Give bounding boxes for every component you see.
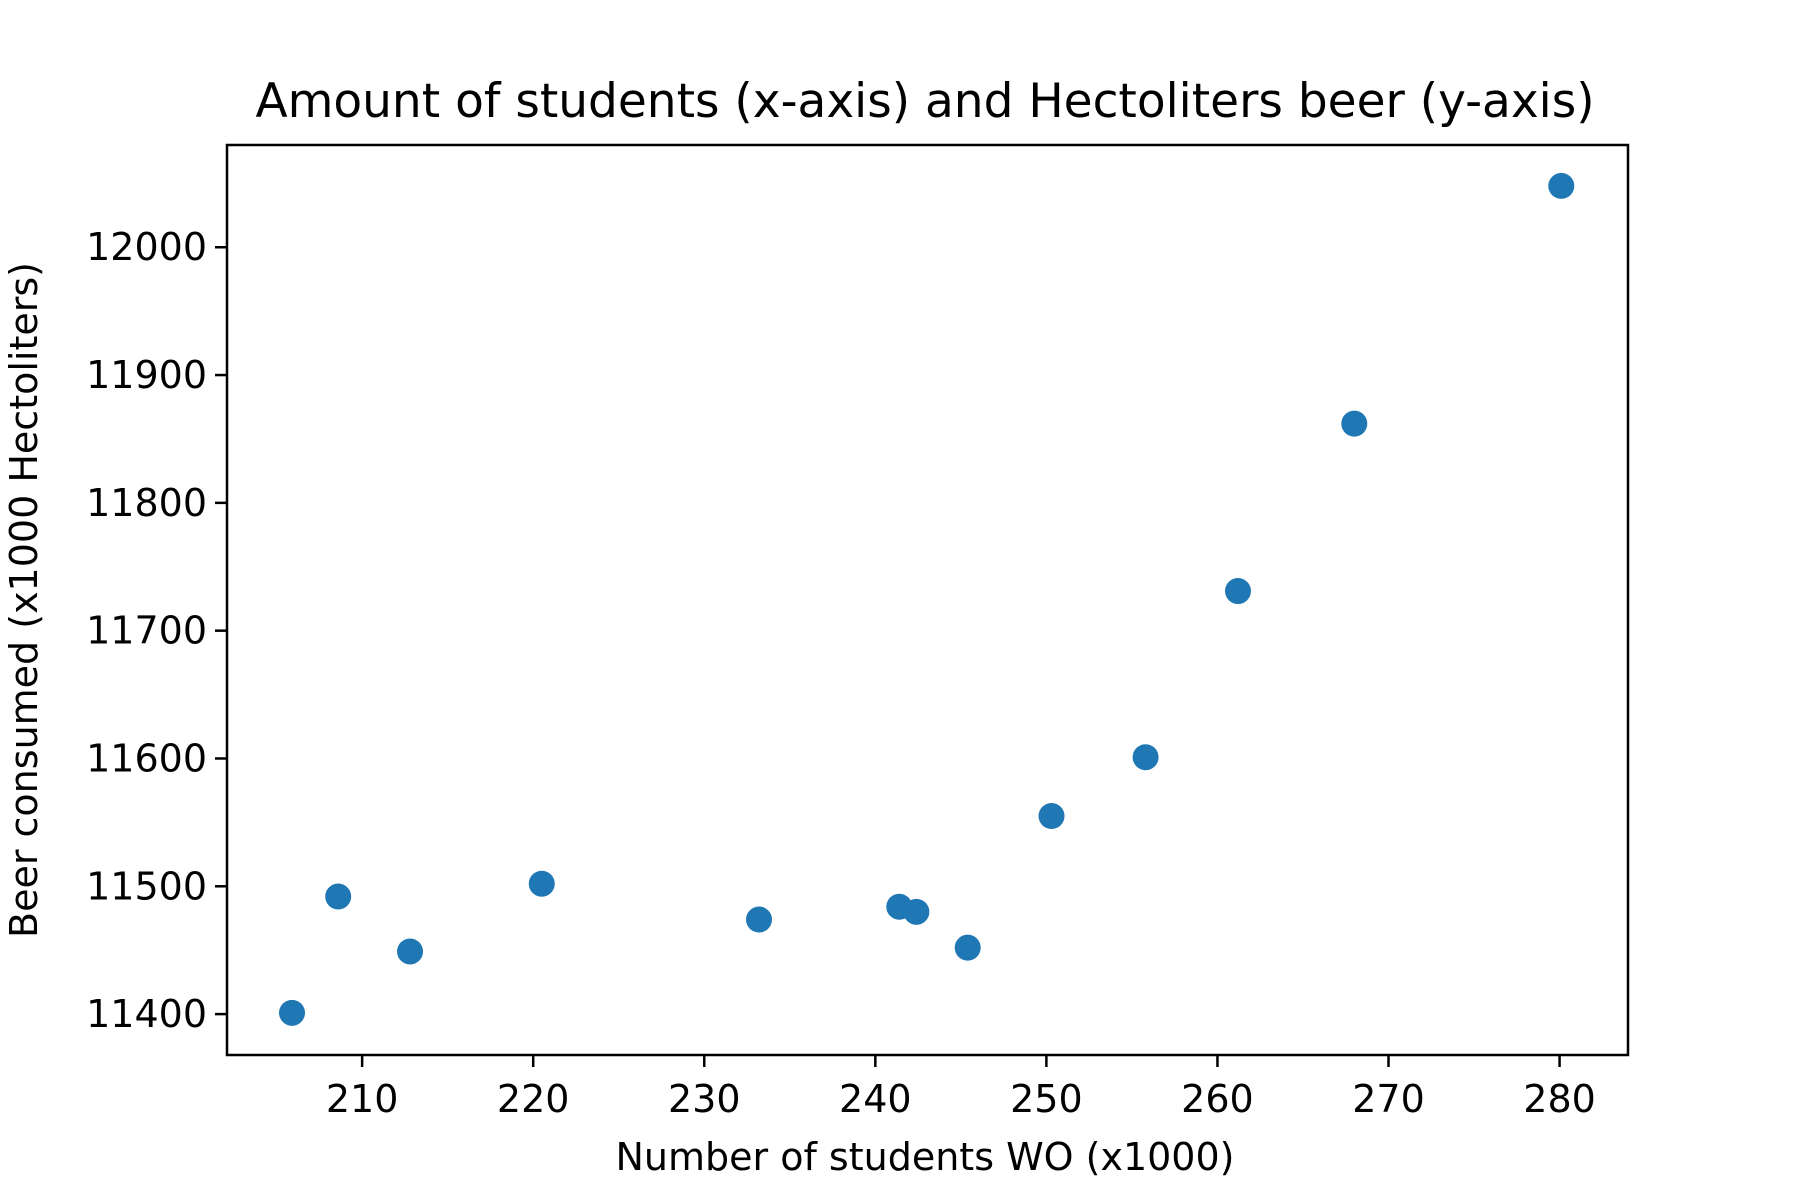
plot-area-frame [225,143,1630,1057]
x-tick-label: 250 [1010,1077,1083,1121]
x-axis-label: Number of students WO (x1000) [616,1135,1235,1179]
scatter-point [397,938,424,965]
x-tick-label: 220 [497,1077,570,1121]
scatter-point [1038,802,1065,829]
y-tick-label: 11400 [86,992,207,1036]
x-tick-label: 240 [839,1077,912,1121]
y-tick-label: 11900 [86,353,207,397]
x-tick-label: 210 [326,1077,399,1121]
y-axis-label: Beer consumed (x1000 Hectoliters) [2,262,46,938]
scatter-point [325,883,352,910]
y-tick-label: 11500 [86,864,207,908]
y-tick-label: 11800 [86,481,207,525]
y-tick-label: 11700 [86,609,207,653]
chart-title: Amount of students (x-axis) and Hectolit… [255,74,1594,129]
scatter-point [528,870,555,897]
scatter-point [279,999,306,1026]
scatter-point [1132,744,1159,771]
y-tick-label: 12000 [86,225,207,269]
x-tick-label: 260 [1181,1077,1254,1121]
scatter-point [903,898,930,925]
x-axis-ticks: 210 220 230 240 250 260 270 280 [326,1055,1596,1121]
x-tick-label: 280 [1523,1077,1596,1121]
scatter-point [954,934,981,961]
y-axis-ticks: 11400 11500 11600 11700 11800 11900 12000 [86,225,227,1036]
y-tick-label: 11600 [86,736,207,780]
scatter-point [746,906,773,933]
scatter-point [1224,578,1251,605]
x-tick-label: 230 [668,1077,741,1121]
scatter-point [1341,410,1368,437]
scatter-point [1548,172,1575,199]
data-points [279,172,1575,1026]
x-tick-label: 270 [1352,1077,1425,1121]
